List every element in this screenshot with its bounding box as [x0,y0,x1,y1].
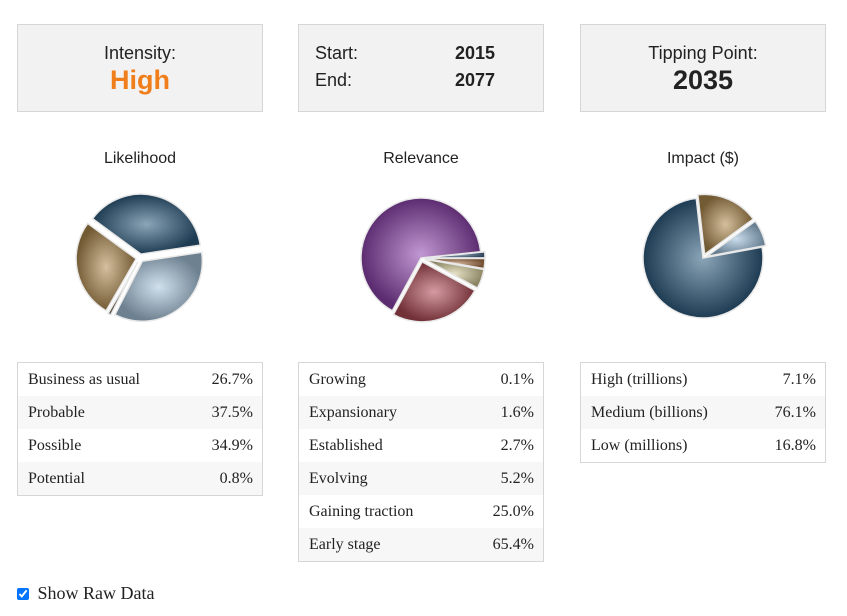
row-value: 76.1% [774,404,816,421]
table-row: Potential 0.8% [18,462,262,495]
row-value: 5.2% [500,470,534,487]
likelihood-pie [75,193,204,322]
row-value: 0.8% [219,470,253,487]
end-row: End: 2077 [315,70,495,94]
table-row: Early stage 65.4% [299,528,543,561]
pie-slice [424,257,486,270]
show-raw-data-checkbox[interactable] [17,588,29,600]
relevance-pie [360,197,486,323]
table-row: Business as usual 26.7% [18,363,262,396]
chart-title: Impact ($) [666,150,739,167]
row-label: Low (millions) [591,437,688,454]
row-value: 16.8% [774,437,816,454]
likelihood-chart: Likelihood [17,148,263,338]
pie-slice [706,220,767,258]
row-value: 1.6% [500,404,534,421]
row-value: 2.7% [500,437,534,454]
pie-slice [91,193,202,255]
row-value: 37.5% [211,404,253,421]
pie-slice [107,261,139,316]
row-label: Business as usual [28,371,140,388]
impact-chart: Impact ($) [580,148,826,338]
table-row: Evolving 5.2% [299,462,543,495]
table-row: Probable 37.5% [18,396,262,429]
row-label: Probable [28,404,85,421]
row-value: 65.4% [492,536,534,553]
table-row: Low (millions) 16.8% [581,429,825,462]
timespan-card: Start: 2015 End: 2077 [298,24,544,112]
pie-slice [392,260,476,323]
intensity-card: Intensity: High [17,24,263,112]
tipping-point-label: Tipping Point: [648,43,758,63]
pie-slice [697,193,755,256]
table-row: Possible 34.9% [18,429,262,462]
row-value: 34.9% [211,437,253,454]
impact-pie [642,193,767,319]
table-row: Growing 0.1% [299,363,543,396]
row-label: High (trillions) [591,371,688,388]
table-row: Gaining traction 25.0% [299,495,543,528]
show-raw-data-toggle[interactable]: Show Raw Data [17,583,154,604]
row-label: Possible [28,437,82,454]
row-value: 0.1% [500,371,534,388]
table-row: High (trillions) 7.1% [581,363,825,396]
chart-title: Likelihood [103,150,177,167]
impact-table: High (trillions) 7.1% Medium (billions) 76.… [580,362,826,463]
row-label: Early stage [309,536,381,553]
table-row: Established 2.7% [299,429,543,462]
pie-slice [360,197,482,312]
start-value: 2015 [454,43,495,63]
tipping-point-value: 2035 [672,65,734,95]
row-label: Gaining traction [309,503,414,520]
intensity-value: High [110,65,170,95]
tipping-point-card: Tipping Point: 2035 [580,24,826,112]
end-label: End: [315,70,353,90]
table-row: Expansionary 1.6% [299,396,543,429]
row-label: Growing [309,371,366,388]
row-label: Established [309,437,383,454]
row-label: Potential [28,470,85,487]
row-value: 7.1% [782,371,816,388]
intensity-label: Intensity: [103,43,177,63]
chart-title: Relevance [383,150,459,167]
table-row: Medium (billions) 76.1% [581,396,825,429]
row-label: Medium (billions) [591,404,708,421]
start-row: Start: 2015 [315,43,495,67]
row-label: Expansionary [309,404,397,421]
row-value: 25.0% [492,503,534,520]
likelihood-table: Business as usual 26.7% Probable 37.5% Possi… [17,362,263,496]
pie-slice [424,258,485,290]
end-value: 2077 [454,70,495,90]
row-label: Evolving [309,470,368,487]
relevance-chart: Relevance [298,148,544,338]
row-value: 26.7% [211,371,253,388]
relevance-table: Growing 0.1% Expansionary 1.6% Established 2.… [298,362,544,562]
pie-slice [113,251,204,322]
pie-slice [642,197,764,319]
show-raw-data-label: Show Raw Data [37,583,155,603]
pie-slice [75,222,138,312]
start-label: Start: [315,43,359,63]
